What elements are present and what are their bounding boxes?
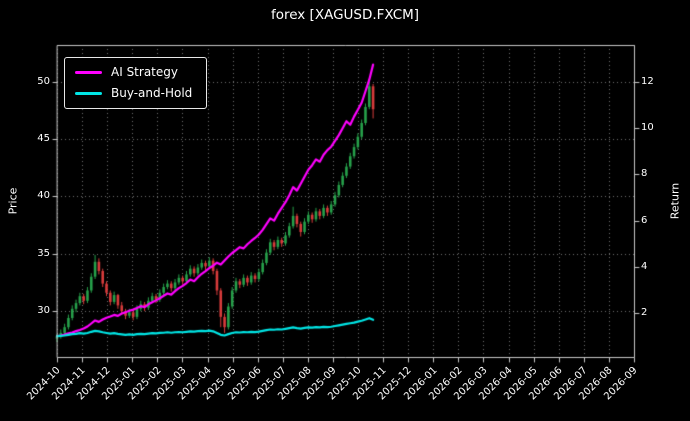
- buy-and-hold-line-swatch: [75, 92, 102, 95]
- legend-item-ai-strategy: AI Strategy: [75, 66, 192, 79]
- legend-label-ai-strategy: AI Strategy: [111, 65, 178, 79]
- legend: AI Strategy Buy-and-Hold: [64, 57, 208, 109]
- legend-label-buy-and-hold: Buy-and-Hold: [111, 86, 193, 100]
- ai-strategy-line-swatch: [75, 71, 102, 74]
- legend-item-buy-and-hold: Buy-and-Hold: [75, 87, 192, 100]
